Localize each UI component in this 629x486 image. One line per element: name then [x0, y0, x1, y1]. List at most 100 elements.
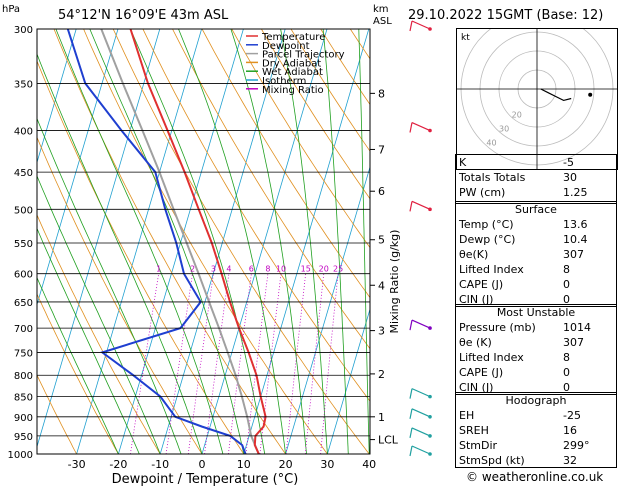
pressure-tick-label: 700 [14, 324, 33, 335]
isotherm-line [285, 165, 370, 454]
temperature-tick-label: -30 [68, 458, 86, 471]
surface-value: 13.6 [563, 218, 588, 231]
legend-label: Parcel Trajectory [262, 50, 345, 61]
station-coords: 54°12'N 16°09'E 43m ASL [58, 8, 229, 23]
surface-value: 0 [563, 278, 570, 291]
wind-barb-feather [409, 122, 413, 133]
surface-box: Surface Temp (°C) 13.6 Dewp (°C) 10.4 θe(K… [455, 201, 617, 307]
hodograph-panel: kt 20 30 40 [456, 12, 618, 170]
pressure-tick-label: 400 [14, 127, 33, 138]
hodograph-ring-label: 30 [499, 125, 509, 134]
pressure-tick-label: 850 [14, 393, 33, 404]
hodograph-ring-label: 40 [486, 139, 496, 148]
temperature-tick-label: 40 [362, 458, 376, 471]
valid-datetime: 29.10.2022 15GMT (Base: 12) [408, 8, 604, 23]
surface-row: Dewp (°C) 10.4 [456, 232, 616, 247]
plot-frame [36, 28, 371, 455]
hodo-label: SREH [459, 424, 489, 437]
mixing-ratio-label: 1 [156, 265, 161, 274]
mixing-ratio-label: 10 [276, 265, 286, 274]
pressure-tick-label: 500 [14, 205, 33, 216]
unstable-row: Pressure (mb) 1014 [456, 320, 616, 335]
hodo-row: StmSpd (kt) 32 [456, 453, 616, 468]
mixing-ratio-line [285, 273, 307, 454]
asl-label: ASL [373, 16, 392, 27]
pressure-tick-label: 950 [14, 432, 33, 443]
mixing-ratio-line [130, 273, 160, 454]
x-axis-title: Dewpoint / Temperature (°C) [112, 472, 299, 486]
wind-barb-dot [428, 27, 432, 31]
dry-adiabat-line [261, 29, 370, 200]
mixing-ratio-line [245, 273, 269, 454]
km-tick-label: 2 [378, 368, 385, 381]
mixing-ratio-line [187, 273, 214, 454]
hodo-label: EH [459, 409, 475, 422]
index-label: PW (cm) [459, 186, 506, 199]
legend-label: Mixing Ratio [262, 85, 324, 96]
wind-barb [411, 445, 431, 455]
unstable-label: CAPE (J) [459, 366, 504, 379]
pressure-tick-label: 800 [14, 371, 33, 382]
mixing-ratio-label: 25 [333, 265, 343, 274]
wind-barb [411, 319, 431, 329]
wind-barb [411, 122, 431, 132]
wind-barb-feather [409, 445, 413, 457]
hodograph-ring-label: 20 [512, 110, 522, 119]
surface-row: Lifted Index 8 [456, 262, 616, 277]
surface-title: Surface [515, 203, 557, 216]
temperature-tick-label: 20 [279, 458, 293, 471]
surface-label: Lifted Index [459, 263, 524, 276]
surface-label: CAPE (J) [459, 278, 504, 291]
wind-barb-feather [409, 319, 413, 331]
hodograph-title: Hodograph [505, 394, 567, 407]
surface-value: 8 [563, 263, 570, 276]
wind-barb-feather [409, 408, 413, 419]
wet-adiabat-line [358, 29, 370, 454]
index-label: K [459, 156, 467, 169]
wind-barb [411, 408, 431, 418]
hodo-value: -25 [563, 409, 581, 422]
dry-adiabat-line [231, 29, 370, 249]
surface-label: CIN (J) [459, 293, 494, 306]
skew-t-diagram: 3003504004505005506006507007508008509009… [8, 20, 432, 486]
km-tick-label: 6 [378, 185, 385, 198]
isotherm-line [201, 29, 328, 454]
wet-adiabat-line [322, 29, 349, 454]
wind-barb-dot [428, 434, 432, 438]
isotherm-line [76, 29, 202, 454]
surface-label: Temp (°C) [459, 218, 514, 231]
hodo-label: StmDir [459, 439, 498, 452]
surface-row: CIN (J) 0 [456, 292, 616, 307]
hodograph-stats-box: Hodograph EH -25 SREH 16 StmDir 299° StmSpd… [455, 392, 617, 468]
legend-label: Temperature [261, 32, 325, 43]
km-tick-label: 5 [378, 234, 385, 247]
pressure-tick-label: 350 [14, 79, 33, 90]
temperature-tick-label: 10 [237, 458, 251, 471]
unstable-value: 8 [563, 351, 570, 364]
unstable-row: θe (K) 307 [456, 335, 616, 350]
unstable-value: 1014 [563, 321, 591, 334]
unstable-label: Lifted Index [459, 351, 524, 364]
wind-barb-feather [409, 201, 413, 212]
km-tick-label: 8 [378, 87, 385, 100]
y-unit-label: hPa [2, 4, 21, 15]
km-tick-label: 7 [378, 143, 385, 156]
unstable-label: θe (K) [459, 336, 492, 349]
surface-value: 0 [563, 293, 570, 306]
dry-adiabat-line [201, 29, 370, 299]
temperature-tick-label: -10 [151, 458, 169, 471]
km-tick-label: LCL [378, 434, 399, 447]
wind-barb-dot [428, 128, 432, 133]
mixing-ratio-line [259, 273, 282, 454]
wind-barb-feather [409, 427, 413, 439]
km-tick-label: 1 [378, 411, 385, 424]
temperature-tick-label: 30 [320, 458, 334, 471]
hodo-value: 16 [563, 424, 577, 437]
hodo-row: EH -25 [456, 408, 616, 423]
mixing-ratio-line [165, 273, 193, 454]
unstable-row: CIN (J) 0 [456, 380, 616, 395]
wind-barb [411, 388, 431, 398]
surface-row: Temp (°C) 13.6 [456, 217, 616, 232]
unstable-row: Lifted Index 8 [456, 350, 616, 365]
isotherm-line [159, 29, 286, 454]
